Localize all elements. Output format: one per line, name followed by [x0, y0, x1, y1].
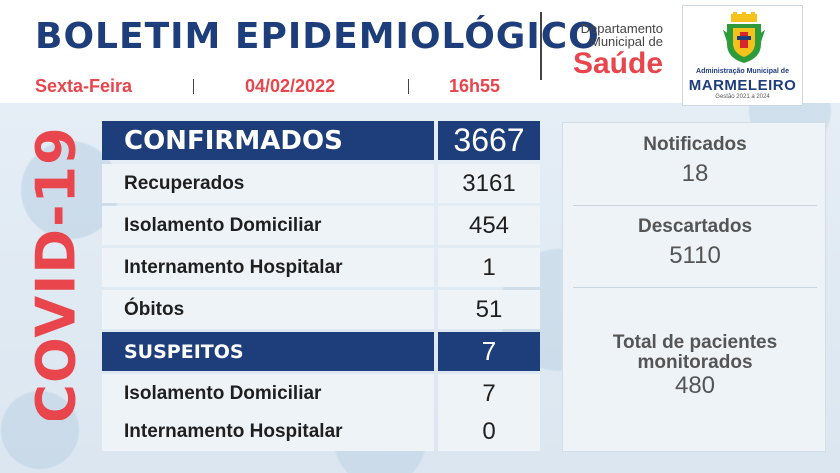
row-label: Isolamento Domiciliar [102, 206, 434, 245]
row-value: 3161 [438, 164, 540, 203]
cases-table: CONFIRMADOS 3667 Recuperados 3161 Isolam… [102, 121, 540, 451]
row-label: CONFIRMADOS [102, 121, 434, 160]
coat-of-arms-icon [723, 12, 765, 63]
department-name: Departamento Municipal de Saúde [568, 22, 663, 79]
header-divider [408, 79, 409, 94]
header-divider [193, 79, 194, 94]
stat-divider [573, 287, 817, 288]
table-row-confirmados: CONFIRMADOS 3667 [102, 121, 540, 160]
stat-value: 18 [681, 160, 709, 187]
covid-label-text: COVID-19 [24, 130, 87, 420]
row-label: Internamento Hospitalar [102, 248, 434, 287]
table-row-obitos: Óbitos 51 [102, 290, 540, 329]
row-value: 7 [438, 332, 540, 371]
stats-panel: Notificados 18 Descartados 5110 Total de… [562, 122, 826, 452]
department-line-2: Municipal de [590, 34, 663, 49]
municipal-logo: Administração Municipal de MARMELEIRO Ge… [682, 5, 803, 106]
department-saude: Saúde [572, 47, 663, 80]
row-value: 1 [438, 248, 540, 287]
stat-value: 480 [674, 372, 716, 399]
stat-monitorados: Total de pacientes monitorados 480 [563, 333, 827, 399]
row-value: 454 [438, 206, 540, 245]
table-row-recuperados: Recuperados 3161 [102, 164, 540, 203]
stat-label: monitorados [637, 352, 753, 373]
department-line-1: Departamento [580, 21, 663, 36]
header-bar: BOLETIM EPIDEMIOLÓGICO Sexta-Feira 04/02… [0, 0, 840, 106]
table-row-suspeitos-internamento: Internamento Hospitalar 0 [102, 412, 540, 451]
stat-notificados: Notificados 18 [563, 135, 827, 187]
date-label: 04/02/2022 [245, 76, 336, 96]
row-label: Internamento Hospitalar [102, 412, 434, 451]
stat-label: Notificados [643, 134, 747, 155]
row-value: 7 [438, 374, 540, 413]
weekday-label: Sexta-Feira [35, 76, 133, 96]
covid-side-label: COVID-19 [18, 130, 93, 420]
page-title: BOLETIM EPIDEMIOLÓGICO [35, 16, 600, 57]
header-vertical-divider [540, 12, 542, 80]
row-value: 51 [438, 290, 540, 329]
row-label: Óbitos [102, 290, 434, 329]
stat-label: Descartados [637, 216, 753, 237]
row-label: Recuperados [102, 164, 434, 203]
logo-city-name: MARMELEIRO [688, 77, 797, 94]
stat-label: Total de pacientes [612, 332, 778, 353]
row-value: 3667 [438, 121, 540, 160]
table-row-isolamento: Isolamento Domiciliar 454 [102, 206, 540, 245]
row-label: Isolamento Domiciliar [102, 374, 434, 413]
table-row-suspeitos-isolamento: Isolamento Domiciliar 7 [102, 374, 540, 413]
table-row-internamento: Internamento Hospitalar 1 [102, 248, 540, 287]
time-label: 16h55 [449, 76, 501, 96]
logo-term: Gestão 2021 a 2024 [715, 94, 770, 100]
row-label: SUSPEITOS [102, 332, 434, 371]
table-row-suspeitos: SUSPEITOS 7 [102, 332, 540, 371]
stat-value: 5110 [669, 242, 721, 269]
row-value: 0 [438, 412, 540, 451]
stat-descartados: Descartados 5110 [563, 217, 827, 269]
logo-caption: Administração Municipal de [696, 68, 789, 75]
stat-divider [573, 205, 817, 206]
